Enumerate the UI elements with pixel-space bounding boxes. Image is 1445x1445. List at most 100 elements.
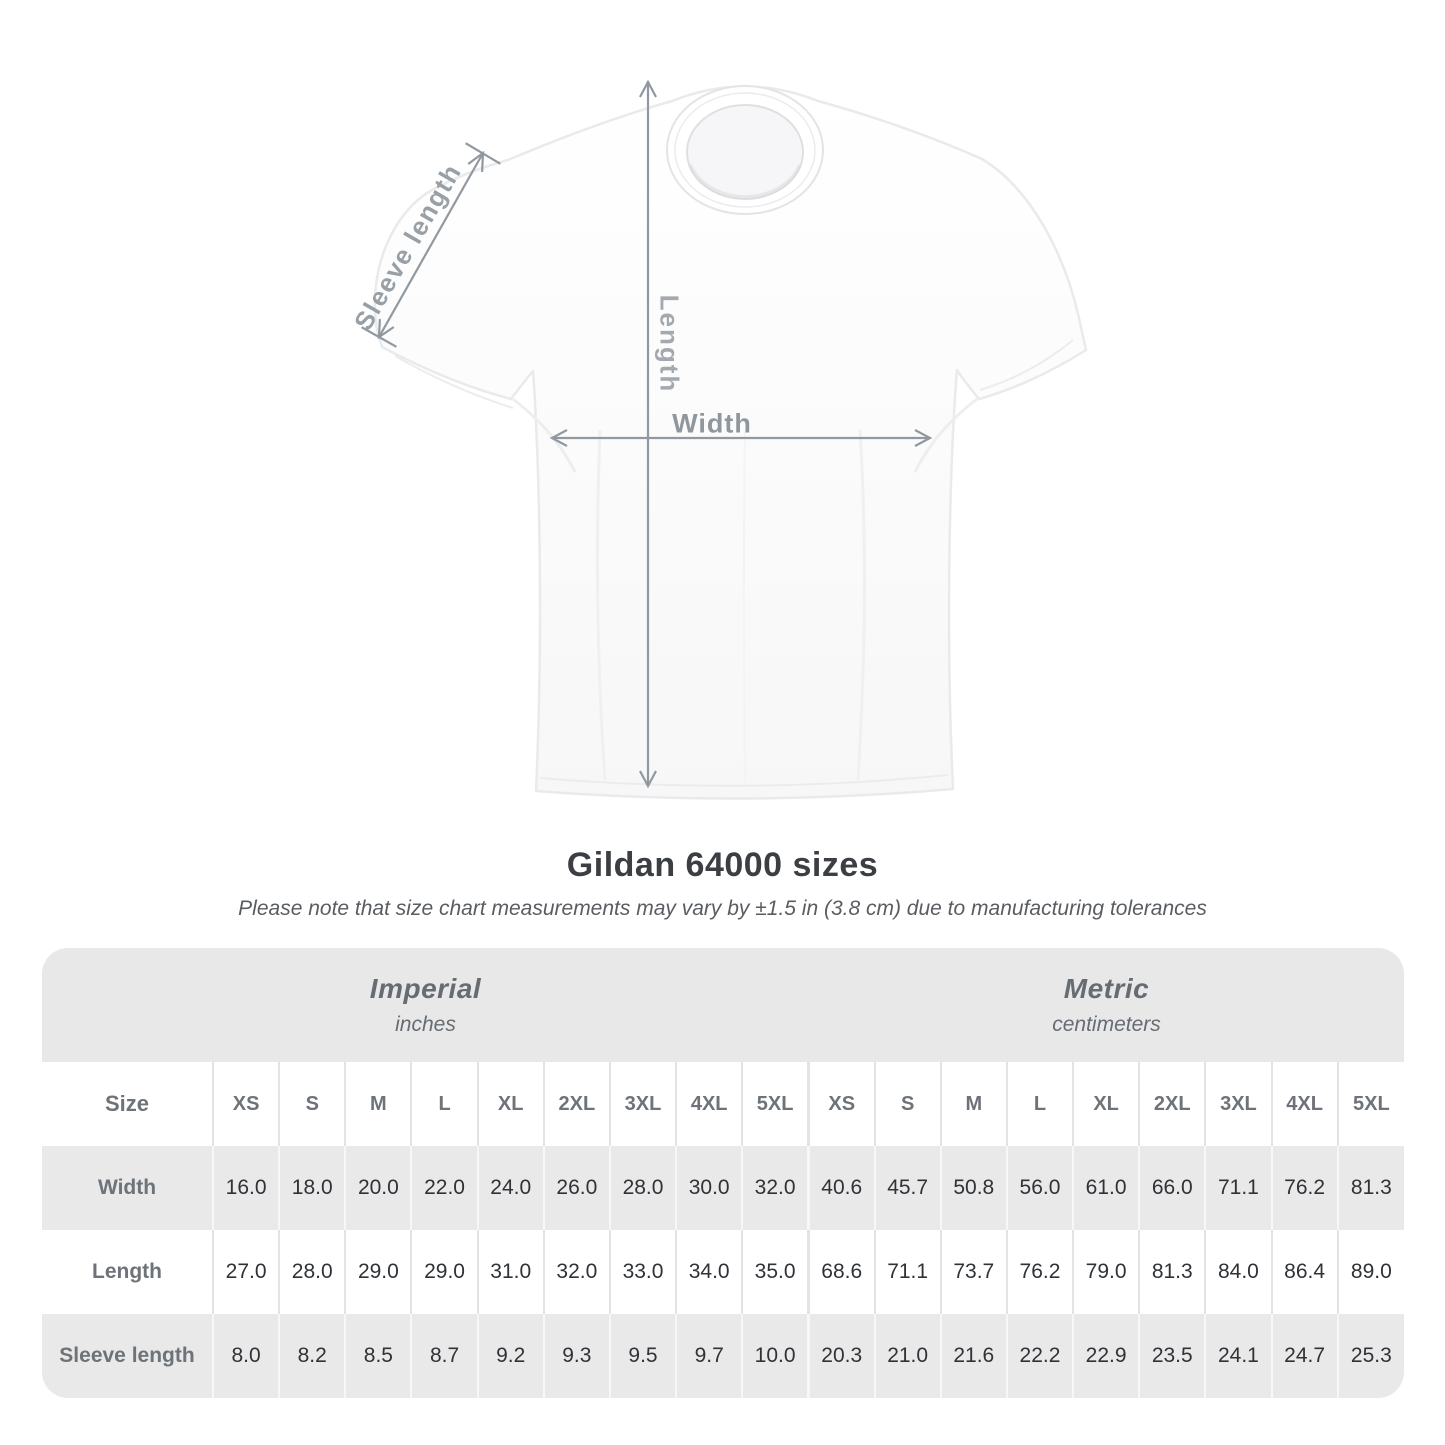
metric-value-cell: 81.3	[1336, 1146, 1404, 1230]
metric-value-cell: 86.4	[1270, 1230, 1338, 1314]
metric-value-cell: 61.0	[1072, 1146, 1140, 1230]
size-header-metric: 3XL	[1204, 1062, 1272, 1146]
width-arrow	[549, 429, 933, 447]
size-header-imperial: S	[278, 1062, 346, 1146]
imperial-value-cell: 8.5	[344, 1314, 412, 1398]
metric-unit: centimeters	[1052, 1013, 1161, 1036]
metric-value-cell: 21.6	[939, 1314, 1007, 1398]
metric-value-cell: 24.1	[1204, 1314, 1272, 1398]
tshirt-body	[373, 85, 1088, 800]
imperial-value-cell: 27.0	[211, 1230, 280, 1314]
tolerance-note: Please note that size chart measurements…	[238, 897, 1207, 920]
imperial-title: Imperial	[369, 973, 482, 1004]
imperial-value-cell: 28.0	[278, 1230, 346, 1314]
size-header-imperial: M	[344, 1062, 412, 1146]
size-header-imperial: XS	[211, 1062, 280, 1146]
size-header-metric: M	[939, 1062, 1007, 1146]
imperial-value-cell: 34.0	[675, 1230, 743, 1314]
metric-value-cell: 73.7	[939, 1230, 1007, 1314]
metric-value-cell: 89.0	[1336, 1230, 1404, 1314]
size-header-imperial: XL	[476, 1062, 544, 1146]
tshirt-illustration	[361, 79, 1088, 800]
size-header-imperial: L	[410, 1062, 478, 1146]
imperial-value-cell: 26.0	[542, 1146, 610, 1230]
width-label: Width	[672, 408, 752, 439]
metric-value-cell: 23.5	[1138, 1314, 1206, 1398]
size-header-metric: XS	[806, 1062, 875, 1146]
imperial-value-cell: 20.0	[344, 1146, 412, 1230]
imperial-value-cell: 10.0	[741, 1314, 809, 1398]
imperial-value-cell: 29.0	[410, 1230, 478, 1314]
size-header-metric: S	[873, 1062, 941, 1146]
metric-value-cell: 84.0	[1204, 1230, 1272, 1314]
length-label: Length	[654, 294, 685, 394]
metric-value-cell: 24.7	[1270, 1314, 1338, 1398]
imperial-value-cell: 31.0	[476, 1230, 544, 1314]
table-row: Length 27.0 28.0 29.0 29.0 31.0 32.0 33.0 34.0 35…	[42, 1230, 1404, 1314]
imperial-value-cell: 24.0	[476, 1146, 544, 1230]
imperial-unit: inches	[395, 1013, 456, 1036]
imperial-value-cell: 9.7	[675, 1314, 743, 1398]
metric-header: Metric centimeters	[809, 948, 1404, 1062]
metric-value-cell: 40.6	[806, 1146, 875, 1230]
imperial-value-cell: 33.0	[608, 1230, 677, 1314]
size-header-imperial: 3XL	[608, 1062, 677, 1146]
metric-value-cell: 68.6	[806, 1230, 875, 1314]
metric-value-cell: 71.1	[873, 1230, 941, 1314]
tshirt-collar	[666, 85, 824, 215]
tshirt-diagram: Sleeve length Length Width	[348, 79, 1088, 800]
metric-value-cell: 71.1	[1204, 1146, 1272, 1230]
size-header-metric: XL	[1072, 1062, 1140, 1146]
metric-value-cell: 66.0	[1138, 1146, 1206, 1230]
metric-value-cell: 25.3	[1336, 1314, 1404, 1398]
measure-label: Length	[92, 1260, 162, 1283]
size-table: Imperial inches Metric centimeters Size X…	[42, 948, 1404, 1398]
metric-value-cell: 20.3	[806, 1314, 875, 1398]
size-header-imperial: 5XL	[741, 1062, 809, 1146]
imperial-value-cell: 8.7	[410, 1314, 478, 1398]
size-column-header: Size	[104, 1091, 150, 1116]
imperial-value-cell: 35.0	[741, 1230, 809, 1314]
imperial-value-cell: 29.0	[344, 1230, 412, 1314]
size-header-metric: 5XL	[1336, 1062, 1404, 1146]
imperial-value-cell: 9.5	[608, 1314, 677, 1398]
metric-value-cell: 76.2	[1270, 1146, 1338, 1230]
metric-title: Metric	[1063, 973, 1150, 1004]
imperial-value-cell: 9.2	[476, 1314, 544, 1398]
table-row: Sleeve length 8.0 8.2 8.5 8.7 9.2 9.3 9.5 9.7 10.…	[42, 1314, 1404, 1398]
measure-label: Width	[97, 1176, 157, 1199]
size-header-imperial: 4XL	[675, 1062, 743, 1146]
size-header-imperial: 2XL	[542, 1062, 610, 1146]
measurements-table: Size XS S M L XL 2XL 3XL 4XL 5XL XS S M L XL 2XL 3XL 4XL 5…	[42, 1062, 1404, 1398]
imperial-value-cell: 30.0	[675, 1146, 743, 1230]
unit-header-band: Imperial inches Metric centimeters	[42, 948, 1404, 1062]
imperial-value-cell: 28.0	[608, 1146, 677, 1230]
metric-value-cell: 22.2	[1005, 1314, 1074, 1398]
metric-value-cell: 45.7	[873, 1146, 941, 1230]
metric-value-cell: 50.8	[939, 1146, 1007, 1230]
imperial-value-cell: 18.0	[278, 1146, 346, 1230]
size-header-metric: L	[1005, 1062, 1074, 1146]
imperial-value-cell: 8.2	[278, 1314, 346, 1398]
metric-value-cell: 22.9	[1072, 1314, 1140, 1398]
metric-value-cell: 76.2	[1005, 1230, 1074, 1314]
size-header-metric: 4XL	[1270, 1062, 1338, 1146]
size-header-metric: 2XL	[1138, 1062, 1206, 1146]
metric-value-cell: 79.0	[1072, 1230, 1140, 1314]
imperial-value-cell: 32.0	[741, 1146, 809, 1230]
imperial-value-cell: 9.3	[542, 1314, 610, 1398]
sleeve-length-arrow	[361, 142, 501, 348]
measure-label: Sleeve length	[59, 1344, 195, 1367]
table-row: Width 16.0 18.0 20.0 22.0 24.0 26.0 28.0 30.0 32.…	[42, 1146, 1404, 1230]
page-title: Gildan 64000 sizes	[566, 846, 879, 884]
imperial-value-cell: 22.0	[410, 1146, 478, 1230]
metric-value-cell: 21.0	[873, 1314, 941, 1398]
metric-value-cell: 81.3	[1138, 1230, 1206, 1314]
metric-value-cell: 56.0	[1005, 1146, 1074, 1230]
imperial-value-cell: 16.0	[211, 1146, 280, 1230]
imperial-value-cell: 32.0	[542, 1230, 610, 1314]
imperial-value-cell: 8.0	[211, 1314, 280, 1398]
imperial-header: Imperial inches	[42, 948, 809, 1062]
length-arrow	[639, 79, 657, 789]
